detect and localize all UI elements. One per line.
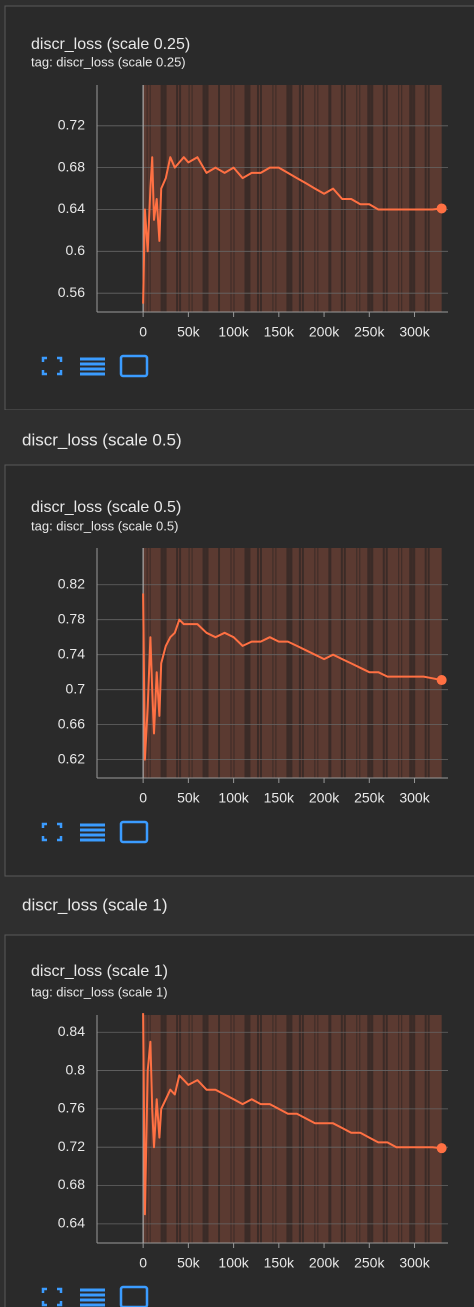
card-tag: tag: discr_loss (scale 0.5) [31,518,178,533]
fit-button[interactable] [119,354,149,378]
toolbar [41,354,149,378]
last-point [436,675,447,686]
y-tick-label: 0.64 [58,1215,85,1231]
x-tick-label: 50k [177,790,201,806]
y-tick-label: 0.76 [58,1100,85,1116]
x-tick-label: 200k [309,790,340,806]
card-title: discr_loss (scale 0.25) [31,36,190,53]
x-tick-label: 0 [139,1255,147,1271]
y-tick-label: 0.8 [66,1061,86,1077]
last-point [436,203,447,214]
loss-line [142,156,442,304]
x-tick-label: 300k [399,790,430,806]
fit-button[interactable] [119,820,149,844]
y-tick-label: 0.66 [58,715,85,731]
x-tick-label: 50k [177,1255,201,1271]
card-title: discr_loss (scale 1) [31,963,168,980]
x-tick-label: 250k [354,324,385,340]
x-tick-label: 100k [218,1255,249,1271]
x-tick-label: 200k [309,1255,340,1271]
y-tick-label: 0.84 [58,1023,85,1039]
card-title: discr_loss (scale 0.5) [31,499,181,516]
y-tick-label: 0.68 [58,1176,85,1192]
y-tick-label: 0.62 [58,750,85,766]
x-tick-label: 300k [399,1255,430,1271]
x-tick-label: 50k [177,324,201,340]
section-title[interactable]: discr_loss (scale 1) [22,895,168,914]
x-tick-label: 300k [399,324,430,340]
legend-button[interactable] [80,823,105,842]
loss-line [142,593,442,761]
section-header [0,410,474,465]
fullscreen-button[interactable] [41,1287,63,1307]
toolbar [41,1285,149,1307]
y-tick-label: 0.64 [58,200,85,216]
loss-line [142,1013,442,1216]
fullscreen-button[interactable] [41,822,63,842]
section-header [0,880,474,935]
fit-button[interactable] [119,1285,149,1307]
x-tick-label: 100k [218,324,249,340]
y-tick-label: 0.72 [58,1138,85,1154]
x-tick-label: 250k [354,790,385,806]
legend-button[interactable] [80,1288,105,1307]
card-tag: tag: discr_loss (scale 0.25) [31,54,186,69]
toolbar [41,820,149,844]
x-tick-label: 150k [264,790,295,806]
fullscreen-button[interactable] [41,356,63,376]
y-tick-label: 0.7 [66,680,86,696]
x-tick-label: 150k [264,1255,295,1271]
x-tick-label: 250k [354,1255,385,1271]
x-tick-label: 100k [218,790,249,806]
x-tick-label: 150k [264,324,295,340]
y-tick-label: 0.78 [58,610,85,626]
x-tick-label: 200k [309,324,340,340]
y-tick-label: 0.72 [58,117,85,133]
legend-button[interactable] [80,357,105,376]
y-tick-label: 0.56 [58,284,85,300]
card-tag: tag: discr_loss (scale 1) [31,984,168,999]
y-tick-label: 0.74 [58,645,85,661]
x-tick-label: 0 [139,324,147,340]
last-point [436,1143,447,1154]
x-tick-label: 0 [139,790,147,806]
y-tick-label: 0.68 [58,158,85,174]
y-tick-label: 0.82 [58,575,85,591]
y-tick-label: 0.6 [66,242,86,258]
section-title[interactable]: discr_loss (scale 0.5) [22,430,182,449]
